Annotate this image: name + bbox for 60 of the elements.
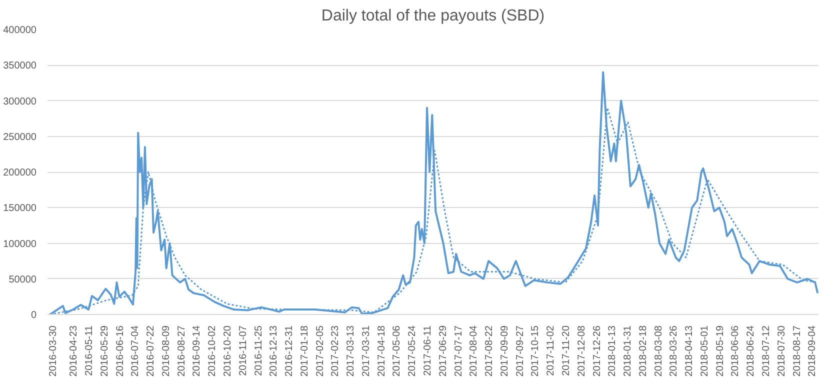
- x-tick-label: 2018-01-13: [607, 325, 618, 377]
- x-tick-label: 2017-05-24: [407, 325, 418, 377]
- x-tick-label: 2016-11-07: [238, 325, 249, 376]
- x-tick-label: 2017-02-05: [314, 325, 326, 377]
- x-tick-label: 2018-01-31: [622, 325, 634, 377]
- y-tick-label: 250000: [3, 132, 37, 143]
- x-tick-label: 2017-12-26: [592, 325, 603, 377]
- x-tick-label: 2018-06-06: [730, 325, 742, 377]
- x-tick-label: 2017-02-23: [330, 325, 342, 377]
- x-tick-label: 2017-11-02: [546, 325, 557, 376]
- x-tick-label: 2016-12-31: [284, 325, 296, 377]
- x-tick-label: 2017-10-15: [530, 325, 542, 377]
- x-tick-label: 2017-05-06: [392, 325, 403, 377]
- x-tick-label: 2016-07-04: [130, 325, 142, 377]
- y-tick-label: 0: [30, 310, 37, 321]
- y-tick-label: 350000: [3, 60, 37, 72]
- x-tick-label: 2017-03-31: [360, 325, 372, 377]
- x-tick-label: 2017-12-08: [576, 325, 588, 377]
- y-tick-label: 200000: [3, 168, 37, 178]
- x-tick-label: 2016-08-09: [160, 325, 172, 377]
- x-tick-label: 2016-05-11: [84, 325, 96, 376]
- y-tick-label: 400000: [3, 25, 37, 36]
- x-tick-label: 2016-12-13: [268, 325, 280, 377]
- x-tick-label: 2018-07-30: [776, 325, 788, 377]
- x-tick-label: 2017-01-18: [299, 325, 310, 377]
- x-tick-label: 2016-10-20: [222, 325, 234, 377]
- y-tick-label: 100000: [3, 238, 37, 250]
- x-tick-label: 2017-06-11: [422, 325, 434, 376]
- x-tick-label: 2016-04-23: [68, 325, 80, 377]
- x-tick-label: 2018-06-24: [746, 325, 757, 377]
- x-tick-label: 2018-02-18: [638, 325, 649, 377]
- x-tick-label: 2018-07-12: [761, 325, 772, 377]
- x-tick-label: 2016-06-16: [114, 325, 126, 377]
- x-tick-label: 2016-03-30: [48, 325, 60, 377]
- x-tick-label: 2016-08-27: [176, 325, 188, 377]
- x-tick-label: 2017-03-13: [346, 325, 357, 377]
- x-tick-label: 2018-04-13: [684, 325, 696, 377]
- x-tick-label: 2018-03-08: [653, 325, 664, 377]
- x-tick-label: 2018-08-17: [792, 325, 803, 377]
- x-tick-label: 2018-05-01: [699, 325, 710, 377]
- chart-title: Daily total of the payouts (SBD): [321, 8, 545, 24]
- x-tick-label: 2017-07-17: [453, 325, 464, 377]
- y-tick-label: 50000: [8, 274, 37, 286]
- x-tick-label: 2017-09-09: [499, 325, 510, 377]
- x-tick-label: 2017-08-22: [484, 325, 496, 377]
- x-tick-label: 2018-05-19: [714, 325, 726, 377]
- x-tick-label: 2018-03-26: [668, 325, 680, 377]
- x-tick-label: 2017-08-04: [468, 325, 480, 377]
- x-tick-label: 2016-09-14: [192, 325, 203, 377]
- x-tick-label: 2016-07-22: [146, 325, 157, 377]
- x-tick-label: 2017-06-29: [438, 325, 449, 377]
- x-tick-label: 2017-04-18: [376, 325, 388, 377]
- x-tick-label: 2016-10-02: [207, 325, 218, 377]
- x-tick-label: 2016-11-25: [253, 325, 264, 376]
- y-tick-label: 150000: [3, 203, 37, 214]
- x-tick-label: 2018-09-04: [807, 325, 818, 377]
- y-tick-label: 300000: [3, 96, 37, 108]
- x-tick-label: 2017-11-20: [560, 325, 572, 376]
- x-tick-label: 2016-05-29: [99, 325, 110, 377]
- x-tick-label: 2017-09-27: [514, 325, 526, 377]
